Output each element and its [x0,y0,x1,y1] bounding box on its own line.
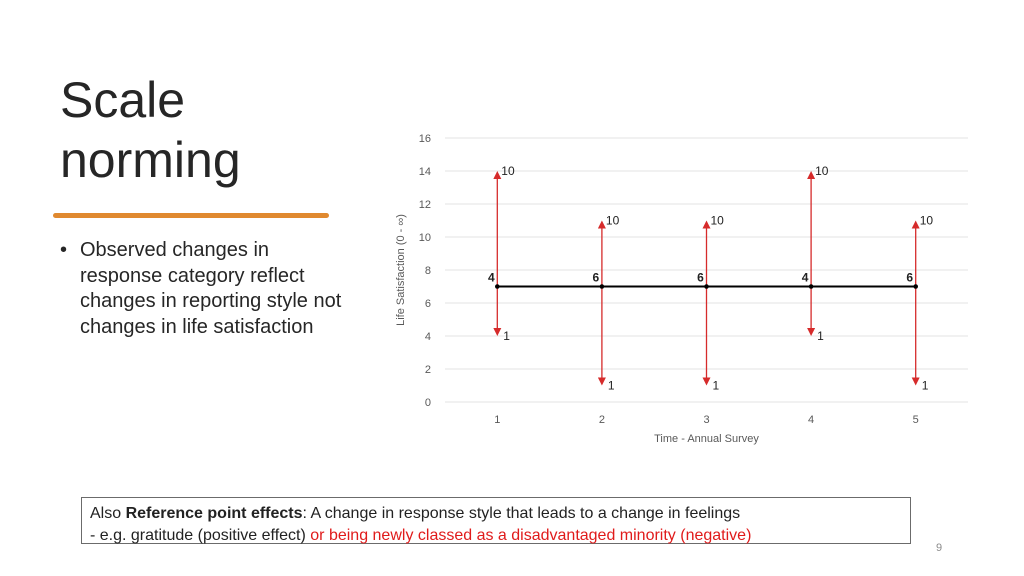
reference-point-note: Also Reference point effects: A change i… [81,497,911,544]
note-negative-example: or being newly classed as a disadvantage… [310,527,752,544]
x-tick-label: 1 [494,414,500,426]
range-low-label: 1 [713,379,720,393]
y-tick-label: 4 [425,331,431,343]
y-tick-label: 12 [419,199,431,211]
data-point-label: 6 [593,271,600,285]
x-tick-label: 3 [703,414,709,426]
page-number: 9 [936,542,943,554]
data-point-label: 4 [802,271,809,285]
note-definition: : A change in response style that leads … [302,505,741,522]
range-low-label: 1 [503,329,510,343]
data-point [808,284,814,289]
range-high-label: 10 [501,164,515,178]
y-tick-label: 8 [425,265,431,277]
range-high-label: 10 [920,214,934,228]
x-tick-label: 2 [599,414,605,426]
x-tick-labels: 1 2 3 4 5 [494,414,919,426]
data-point [495,284,500,289]
note-prefix: Also [90,505,126,522]
title-accent-line [53,213,329,218]
x-axis-label: Time - Annual Survey [654,433,759,445]
data-point-label: 4 [488,271,495,285]
range-high-label: 10 [606,214,620,228]
note-bold-term: Reference point effects [125,505,303,522]
y-tick-labels: 0 2 4 6 8 10 12 14 16 [419,133,431,409]
y-tick-label: 16 [419,133,431,145]
series-line: 4 6 6 4 6 [488,271,918,289]
range-high-label: 10 [815,164,829,178]
y-tick-label: 14 [419,166,431,178]
y-axis-label: Life Satisfaction (0 - ∞) [395,214,407,326]
data-point [913,284,918,289]
data-point-label: 6 [906,271,913,285]
range-low-label: 1 [608,379,615,393]
y-tick-label: 2 [425,364,431,376]
range-high-label: 10 [711,214,725,228]
x-tick-label: 4 [808,414,814,426]
y-tick-label: 6 [425,298,431,310]
range-arrows: 10 1 10 1 10 1 10 1 10 1 [493,164,934,393]
bullet-item: Observed changes in response category re… [60,238,350,340]
x-tick-label: 5 [913,414,919,426]
data-point-label: 6 [697,271,704,285]
y-tick-label: 0 [425,397,431,409]
range-low-label: 1 [817,329,824,343]
note-example: - e.g. gratitude (positive effect) [90,527,311,544]
data-point [704,284,709,289]
bullet-list: Observed changes in response category re… [60,238,350,340]
slide-title: Scale norming [60,72,241,188]
y-tick-label: 10 [419,232,431,244]
data-point [599,284,605,289]
range-low-label: 1 [922,379,929,393]
